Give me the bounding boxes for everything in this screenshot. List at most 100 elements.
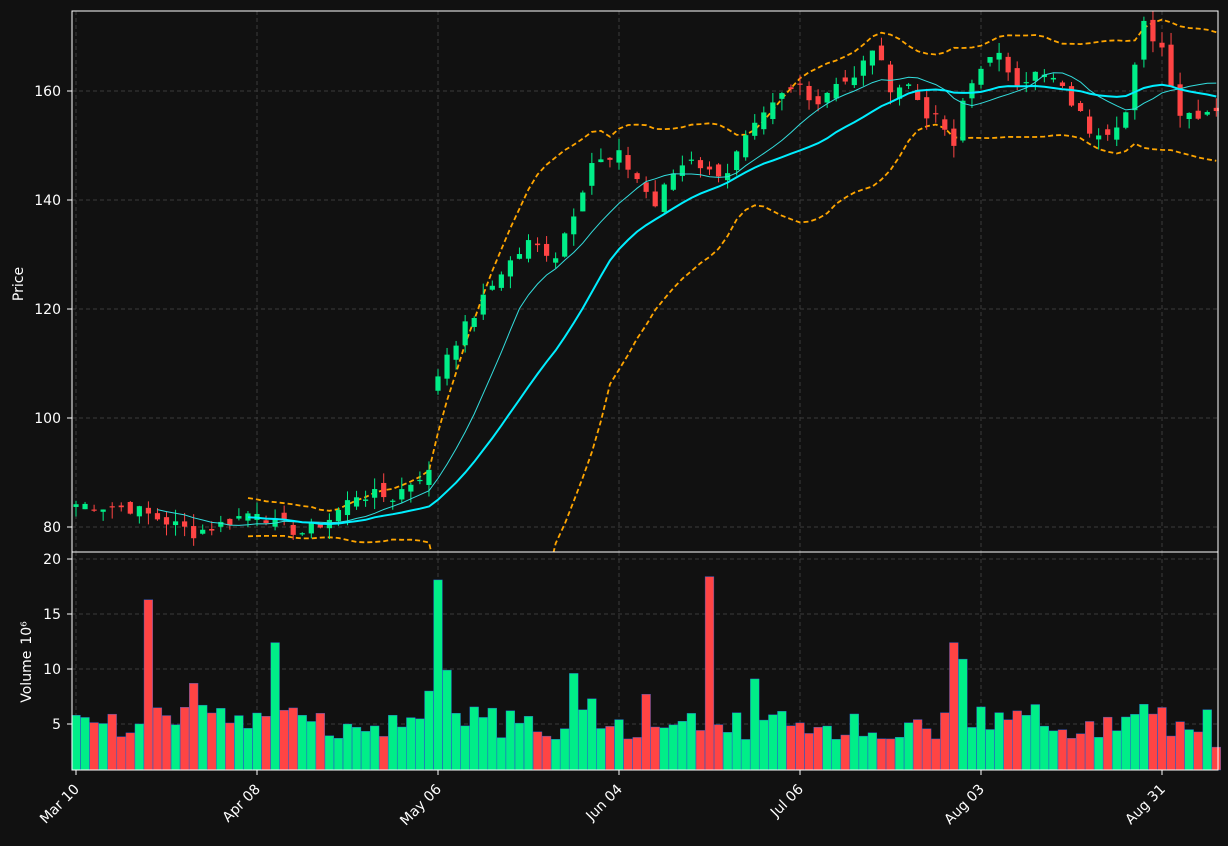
- candle-body: [942, 119, 948, 130]
- bollinger-bands: [247, 18, 1217, 552]
- candle: [91, 504, 97, 512]
- candle: [942, 115, 948, 136]
- candle: [797, 75, 803, 96]
- candle: [1041, 69, 1047, 83]
- candle-body: [616, 150, 622, 163]
- candle: [1204, 110, 1210, 117]
- candle-body: [1050, 77, 1056, 80]
- candle: [344, 491, 351, 526]
- volume-bar: [695, 730, 706, 771]
- candle: [598, 148, 604, 163]
- volume-bar: [143, 599, 154, 771]
- candle: [154, 508, 161, 521]
- volume-bar: [994, 712, 1004, 771]
- candle-body: [842, 77, 848, 82]
- volume-bar: [614, 719, 624, 771]
- candle-body: [571, 216, 577, 235]
- volume-bar: [813, 727, 823, 771]
- volume-bar: [243, 728, 253, 771]
- candle-body: [109, 506, 115, 508]
- candle: [571, 208, 577, 246]
- volume-bar: [333, 738, 344, 771]
- volume-bars: [71, 576, 1221, 771]
- volume-bar: [134, 723, 144, 771]
- volume-bar: [560, 728, 570, 771]
- candle-body: [697, 160, 704, 169]
- candle: [679, 155, 685, 182]
- candle: [824, 91, 830, 108]
- candlesticks: [73, 10, 1219, 546]
- candle-body: [924, 97, 930, 119]
- candle: [1114, 116, 1120, 147]
- candle-body: [580, 192, 586, 212]
- volume-bar: [750, 678, 760, 771]
- candle-body: [1032, 71, 1038, 81]
- candle-body: [896, 87, 903, 99]
- candle: [372, 478, 378, 510]
- volume-bar: [904, 722, 914, 771]
- candle-body: [263, 520, 269, 524]
- moving-averages: [157, 72, 1217, 526]
- candle: [299, 532, 305, 536]
- volume-bar: [496, 737, 506, 771]
- candle-body: [770, 102, 776, 120]
- volume-bar: [659, 727, 669, 771]
- candle: [1059, 80, 1066, 88]
- x-tick-label: Mar 10: [37, 782, 83, 828]
- x-tick-label: Jul 06: [767, 781, 807, 821]
- candle-body: [516, 254, 523, 259]
- candle: [471, 316, 477, 332]
- moving-average-long: [247, 83, 1217, 526]
- candle: [697, 157, 704, 178]
- candle-body: [534, 243, 541, 246]
- volume-bar: [1012, 710, 1022, 771]
- volume-bar: [1066, 738, 1077, 771]
- volume-bar: [596, 728, 606, 771]
- volume-bar: [170, 724, 181, 771]
- price-tick-label: 120: [34, 302, 61, 318]
- x-tick-label: Jun 04: [583, 781, 626, 824]
- candle: [715, 163, 722, 183]
- candle-body: [1041, 74, 1047, 78]
- price-axis-ticks: 80 100 120 140 160: [34, 84, 72, 536]
- x-axis-ticks: Mar 10 Apr 08 May 06 Jun 04 Jul 06 Aug 03 Aug …: [37, 770, 1169, 829]
- candle-body: [1005, 56, 1011, 73]
- x-tick-label: Aug 03: [941, 782, 987, 828]
- candle-body: [191, 526, 197, 539]
- candle: [806, 81, 812, 110]
- candle-body: [1105, 129, 1111, 135]
- volume-bar: [361, 731, 371, 771]
- volume-bar: [505, 710, 516, 771]
- candle: [516, 247, 523, 260]
- volume-bar: [107, 713, 117, 771]
- candle-body: [1195, 110, 1201, 119]
- candle: [480, 283, 486, 320]
- volume-bar: [1139, 704, 1149, 771]
- volume-bar: [71, 715, 81, 771]
- candle: [498, 271, 504, 291]
- candle-body: [851, 77, 857, 86]
- volume-bar: [397, 726, 407, 771]
- candle: [788, 84, 794, 93]
- candle: [969, 79, 975, 108]
- candle: [1195, 99, 1201, 120]
- volume-bar: [487, 707, 497, 771]
- candle: [290, 520, 296, 540]
- candle-body: [869, 50, 875, 66]
- candle: [182, 512, 188, 537]
- volume-bar: [152, 707, 163, 771]
- candle: [670, 169, 676, 191]
- candle-body: [245, 513, 251, 521]
- volume-bar: [161, 715, 172, 771]
- candle: [1050, 73, 1056, 83]
- candle: [743, 130, 749, 161]
- x-tick-label: May 06: [397, 781, 445, 829]
- candle: [417, 471, 423, 485]
- candle-body: [815, 96, 821, 105]
- candle: [82, 501, 88, 510]
- candle-body: [344, 500, 351, 516]
- candle-body: [1141, 20, 1147, 60]
- candle-body: [209, 528, 215, 531]
- candle-body: [652, 191, 658, 207]
